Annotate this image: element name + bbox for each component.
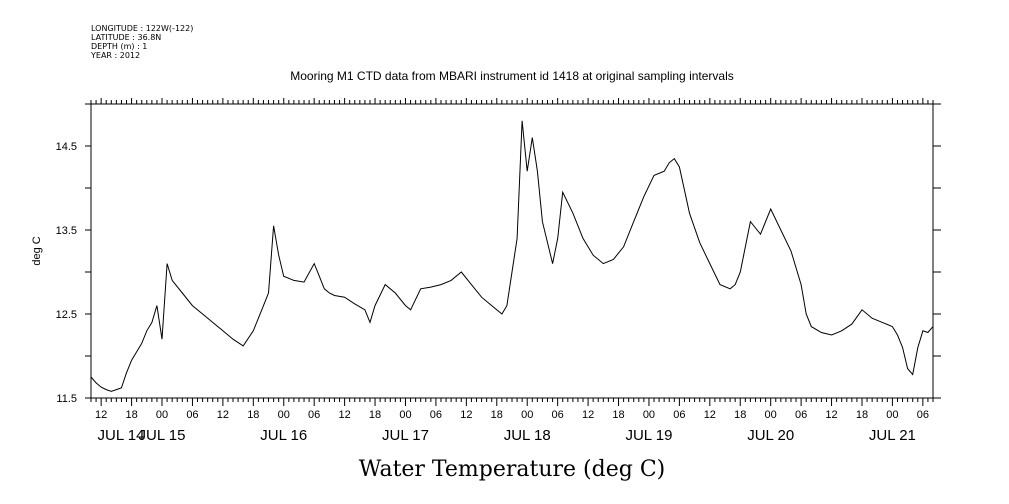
x-tick-label: 12: [217, 409, 229, 421]
series-layer: [90, 120, 934, 392]
x-axis-label: Water Temperature (deg C): [359, 457, 666, 482]
x-tick-label: 18: [369, 409, 381, 421]
x-day-label: JUL 17: [382, 427, 429, 444]
header-year: YEAR : 2012: [90, 51, 140, 60]
x-tick-label: 06: [673, 409, 685, 421]
x-tick-label: 06: [308, 409, 320, 421]
x-tick-label: 12: [704, 409, 716, 421]
y-tick-label: 12.5: [56, 309, 77, 321]
x-tick-label: 06: [186, 409, 198, 421]
x-tick-label: 00: [278, 409, 290, 421]
x-tick-label: 12: [825, 409, 837, 421]
x-tick-label: 18: [247, 409, 259, 421]
header-depth: DEPTH (m) : 1: [91, 42, 147, 51]
x-tick-label: 12: [582, 409, 594, 421]
plot-frame: [90, 103, 934, 399]
x-day-label: JUL 20: [747, 427, 794, 444]
y-tick-label: 14.5: [56, 141, 77, 153]
x-tick-label: 06: [917, 409, 929, 421]
x-day-label: JUL 21: [869, 427, 916, 444]
x-tick-label: 18: [734, 409, 746, 421]
x-tick-label: 00: [399, 409, 411, 421]
x-tick-label: 06: [795, 409, 807, 421]
x-tick-label: 06: [552, 409, 564, 421]
x-tick-label: 06: [430, 409, 442, 421]
series-line: [90, 120, 934, 392]
x-day-label: JUL 14: [98, 427, 145, 444]
x-tick-label: 12: [338, 409, 350, 421]
x-day-label: JUL 18: [504, 427, 551, 444]
x-tick-label: 12: [95, 409, 107, 421]
x-tick-label: 12: [460, 409, 472, 421]
x-tick-label: 18: [491, 409, 503, 421]
x-day-label: JUL 16: [260, 427, 307, 444]
x-tick-label: 00: [521, 409, 533, 421]
y-axis-label: deg C: [31, 236, 43, 265]
y-axis-ticks: 11.5 12.5 13.5 14.5: [56, 103, 941, 405]
x-tick-label: 18: [125, 409, 137, 421]
x-day-label: JUL 15: [139, 427, 186, 444]
x-tick-label: 00: [156, 409, 168, 421]
x-tick-label: 00: [886, 409, 898, 421]
y-tick-label: 11.5: [56, 393, 77, 405]
x-tick-label: 00: [643, 409, 655, 421]
header-latitude: LATITUDE : 36.8N: [91, 33, 161, 42]
x-tick-label: 18: [612, 409, 624, 421]
x-day-label: JUL 19: [625, 427, 672, 444]
x-tick-label: 00: [765, 409, 777, 421]
header-longitude: LONGITUDE : 122W(-122): [91, 24, 193, 33]
x-tick-label: 18: [856, 409, 868, 421]
y-tick-label: 13.5: [56, 225, 77, 237]
chart-title: Mooring M1 CTD data from MBARI instrumen…: [290, 69, 734, 83]
x-axis-ticks: 12 18 00 06 12 18 00 06 12 18 00 06 12 18 00 06 12 18 00 06…: [90, 98, 934, 444]
